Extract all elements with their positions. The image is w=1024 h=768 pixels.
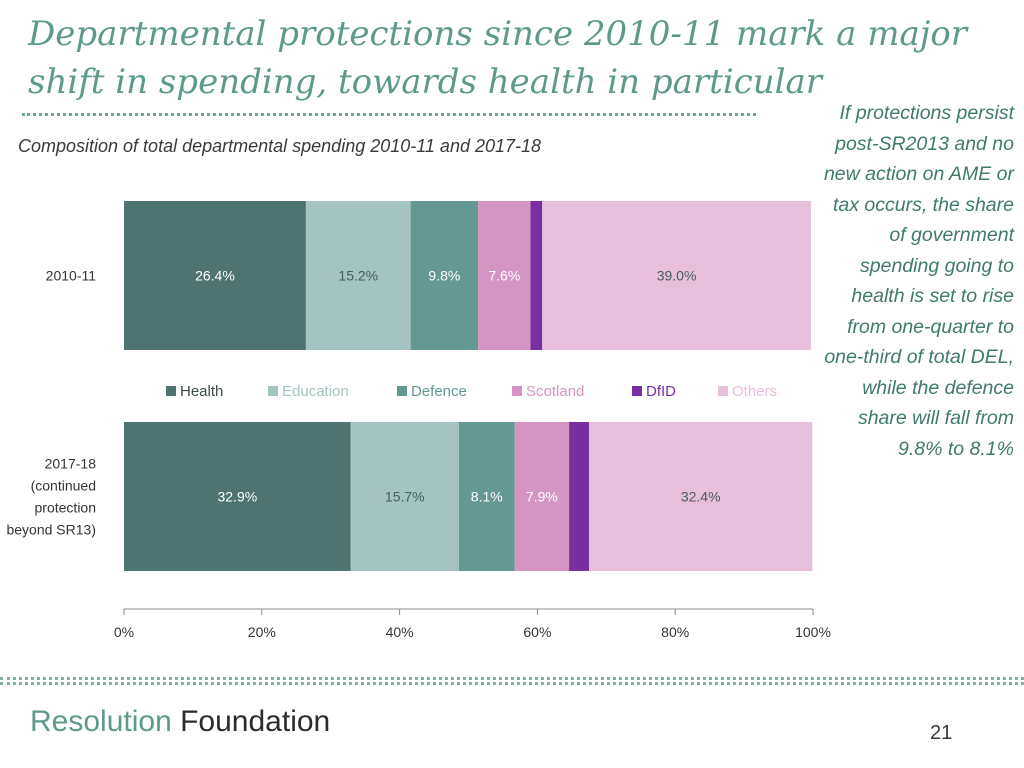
footer-divider	[0, 677, 1024, 685]
legend-label-others: Others	[732, 383, 777, 400]
legend-label-defence: Defence	[411, 383, 467, 400]
x-tick-label-40: 40%	[386, 624, 414, 640]
bar-labels-layer: 26.4% 15.2% 9.8% 7.6% 39.0% 32.9% 15.7% 8.1% 7.9…	[195, 268, 720, 505]
x-axis: 0% 20% 40% 60% 80% 100%	[114, 608, 831, 640]
resolution-foundation-logo: Resolution Foundation	[30, 705, 330, 739]
category-label-2-line-3: protection	[35, 500, 96, 516]
legend-swatch-scotland	[512, 386, 522, 396]
data-label-health-2: 32.9%	[217, 489, 257, 505]
x-tick-label-100: 100%	[795, 624, 831, 640]
legend-swatch-health	[166, 386, 176, 396]
category-labels-layer: 2010-11 2017-18 (continued protection beyond…	[6, 268, 96, 538]
title-line-1: Departmental protections since 2010-11 m…	[28, 14, 967, 54]
data-label-scotland-1: 7.6%	[488, 268, 520, 284]
bar-segment-scotland-1	[478, 201, 531, 350]
x-tick-label-60: 60%	[523, 624, 551, 640]
page-number: 21	[930, 722, 953, 744]
category-label-2-line-2: (continued	[31, 478, 96, 494]
bar-segment-dfid-1	[530, 201, 543, 350]
legend-label-scotland: Scotland	[526, 383, 584, 400]
data-label-others-1: 39.0%	[657, 268, 697, 284]
chart-title: Composition of total departmental spendi…	[18, 136, 542, 156]
legend-swatch-others	[718, 386, 728, 396]
data-label-others-2: 32.4%	[681, 489, 721, 505]
legend-swatch-dfid	[632, 386, 642, 396]
x-tick-label-80: 80%	[661, 624, 689, 640]
title-line-2: shift in spending, towards health in par…	[28, 62, 823, 102]
bar-segment-education-1	[305, 201, 411, 350]
bar-segment-scotland-2	[514, 422, 570, 571]
logo-word-resolution: Resolution	[30, 705, 172, 738]
legend-label-health: Health	[180, 383, 223, 400]
bar-segment-health-2	[124, 422, 351, 571]
bar-segment-others-2	[589, 422, 813, 571]
data-label-health-1: 26.4%	[195, 268, 235, 284]
slide-title: Departmental protections since 2010-11 m…	[28, 10, 988, 106]
bar-segment-defence-2	[458, 422, 515, 571]
bar-segment-defence-1	[410, 201, 479, 350]
legend-swatch-education	[268, 386, 278, 396]
bar-segment-education-2	[350, 422, 459, 571]
category-label-2-line-1: 2017-18	[45, 456, 97, 472]
category-label-2-line-4: beyond SR13)	[6, 522, 96, 538]
bar-segment-others-1	[542, 201, 811, 350]
data-label-defence-1: 9.8%	[428, 268, 460, 284]
legend: Health Education Defence Scotland DfID Others	[166, 383, 777, 400]
logo-word-foundation: Foundation	[180, 705, 331, 738]
title-divider	[22, 113, 756, 116]
data-label-scotland-2: 7.9%	[526, 489, 558, 505]
x-tick-label-0: 0%	[114, 624, 134, 640]
data-label-defence-2: 8.1%	[471, 489, 503, 505]
bars-layer	[124, 201, 813, 571]
legend-label-dfid: DfID	[646, 383, 676, 400]
bar-segment-health-1	[124, 201, 306, 350]
data-label-education-1: 15.2%	[338, 268, 378, 284]
legend-swatch-defence	[397, 386, 407, 396]
legend-label-education: Education	[282, 383, 349, 400]
category-label-1-line-1: 2010-11	[46, 268, 97, 284]
side-note: If protections persist post-SR2013 and n…	[823, 102, 1014, 460]
bar-segment-dfid-2	[569, 422, 590, 571]
data-label-education-2: 15.7%	[385, 489, 425, 505]
x-tick-label-20: 20%	[248, 624, 276, 640]
